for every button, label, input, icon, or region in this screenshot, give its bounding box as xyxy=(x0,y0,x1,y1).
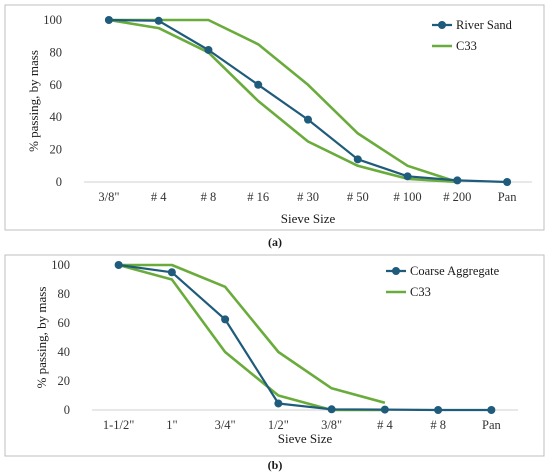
chart-a-x-tick-label: # 16 xyxy=(247,190,269,204)
chart-a-data-point xyxy=(304,115,312,124)
chart-b-y-axis-title: % passing, by mass xyxy=(34,287,49,389)
chart-b-x-tick-label: # 4 xyxy=(377,418,393,432)
chart-b-frame xyxy=(4,254,545,457)
chart-a-series-measured-line xyxy=(108,18,508,184)
chart-b-data-point xyxy=(274,399,283,408)
chart-b-x-tick-label: # 8 xyxy=(430,418,446,432)
chart-a-frame xyxy=(4,4,545,231)
chart-a-svg: 0 20 40 60 80 100 3/8" # 4 # 8 # 16 # 30 # 50 # 100 #… xyxy=(4,4,545,231)
chart-a-x-tick-label: # 100 xyxy=(393,190,421,204)
caption-b: (b) xyxy=(267,458,283,472)
chart-a-data-point xyxy=(403,172,412,181)
chart-a-x-tick-label: Pan xyxy=(498,190,518,204)
chart-b-y-tick-label: 20 xyxy=(58,374,71,388)
chart-a-data-point xyxy=(254,80,263,89)
chart-a-x-tick-label: # 30 xyxy=(297,190,319,204)
chart-b-y-tick-label: 100 xyxy=(51,258,70,272)
chart-b-y-tick-label: 80 xyxy=(58,287,71,301)
chart-a-data-point xyxy=(353,155,362,164)
chart-b-x-tick-label: 3/4" xyxy=(215,418,236,432)
chart-a-data-point xyxy=(453,176,462,185)
chart-b-series-measured-line xyxy=(118,263,492,412)
chart-a-data-point xyxy=(104,16,113,24)
chart-a-x-tick-label: 3/8" xyxy=(98,190,119,204)
caption-a: (a) xyxy=(268,235,282,249)
chart-a-series-c33-upper-line xyxy=(108,18,458,184)
chart-a-y-tick-label: 40 xyxy=(50,110,63,124)
chart-b-data-point xyxy=(327,405,336,414)
chart-b-data-point xyxy=(434,406,443,414)
chart-b-svg: 0 20 40 60 80 100 1-1/2" 1" 3/4" 1/2" 3/8" # 4 # 8 Pa… xyxy=(4,254,545,457)
chart-b-x-axis-title: Sieve Size xyxy=(278,431,333,446)
chart-b-data-point xyxy=(487,406,496,414)
chart-a-y-tick-label: 80 xyxy=(50,45,63,59)
chart-b-x-tick-label: Pan xyxy=(482,418,502,432)
chart-a-y-tick-label: 100 xyxy=(43,13,62,27)
chart-a-legend-marker xyxy=(438,21,446,29)
chart-a-x-axis-title: Sieve Size xyxy=(281,211,336,226)
chart-a-data-point xyxy=(503,178,512,186)
chart-b-x-tick-label: 1" xyxy=(166,418,177,432)
chart-b-y-tick-label: 0 xyxy=(64,403,70,417)
chart-b-x-tick-label: 1/2" xyxy=(268,418,289,432)
chart-b-data-point xyxy=(114,261,123,269)
chart-a-x-tick-label: # 8 xyxy=(201,190,217,204)
chart-a-legend-label: River Sand xyxy=(456,18,513,32)
chart-a-data-point xyxy=(204,45,213,54)
chart-a-legend-label: C33 xyxy=(456,39,477,53)
chart-b-data-point xyxy=(167,268,176,277)
chart-b-data-point xyxy=(380,405,389,414)
chart-a-y-tick-label: 20 xyxy=(50,143,63,157)
chart-b-y-tick-label: 40 xyxy=(58,345,71,359)
chart-a-x-tick-label: # 4 xyxy=(151,190,167,204)
chart-b-series-c33-upper-line xyxy=(118,263,386,405)
chart-a-x-tick-label: # 200 xyxy=(443,190,471,204)
chart-b-legend-label: Coarse Aggregate xyxy=(410,264,500,278)
chart-panel-a: 0 20 40 60 80 100 3/8" # 4 # 8 # 16 # 30 # 50 # 100 #… xyxy=(0,2,550,232)
chart-a-y-tick-label: 0 xyxy=(56,175,62,189)
chart-b-series-c33-lower-line xyxy=(118,263,385,412)
chart-a-x-tick-label: # 50 xyxy=(347,190,369,204)
chart-b-x-tick-label: 1-1/2" xyxy=(103,418,135,432)
chart-b-x-tick-label: 3/8" xyxy=(321,418,342,432)
chart-a-y-tick-label: 60 xyxy=(50,78,63,92)
chart-b-legend-marker xyxy=(392,267,400,275)
chart-b-y-tick-label: 60 xyxy=(58,316,71,330)
chart-b-legend-label: C33 xyxy=(410,285,431,299)
chart-a-series-c33-lower-line xyxy=(108,18,458,184)
chart-a-y-axis-title: % passing, by mass xyxy=(26,50,41,152)
chart-panel-b: 0 20 40 60 80 100 1-1/2" 1" 3/4" 1/2" 3/8" # 4 # 8 Pa… xyxy=(0,252,550,457)
chart-b-data-point xyxy=(221,315,230,324)
chart-a-data-point xyxy=(154,16,163,25)
